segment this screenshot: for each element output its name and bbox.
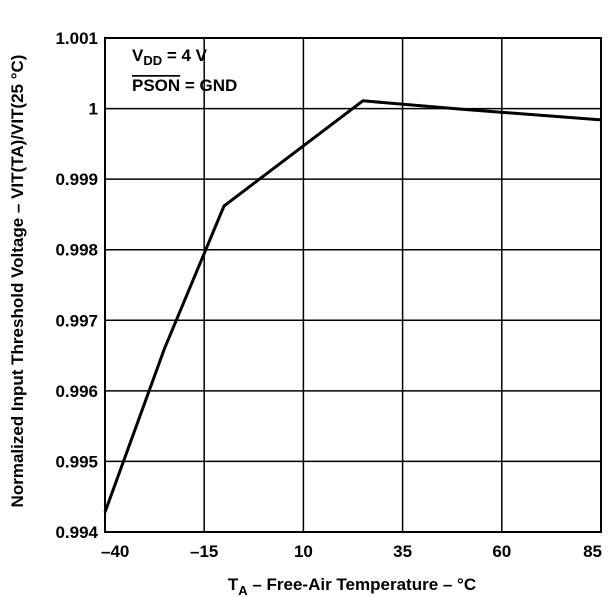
grid	[104, 37, 602, 533]
series-line	[103, 99, 602, 513]
y-axis-title: Normalized Input Threshold Voltage – VIT…	[8, 55, 27, 508]
y-tick-labels: 0.994 0.995 0.996 0.997 0.998 0.999 1 1.001	[55, 29, 98, 542]
x-axis-title: TA – Free-Air Temperature – °C	[228, 575, 476, 597]
x-tick-label: 85	[583, 542, 602, 561]
y-tick-label: 0.999	[55, 170, 98, 189]
x-tick-label: 10	[294, 542, 313, 561]
x-axis-title-main: T	[228, 575, 239, 594]
x-tick-label: 60	[492, 542, 511, 561]
annotation-pson: PSON = GND	[132, 76, 237, 95]
annotation-vdd-main: V	[132, 46, 144, 65]
x-tick-label: –40	[101, 542, 129, 561]
y-tick-label: 0.995	[55, 452, 98, 471]
annotation-vdd-rest: = 4 V	[162, 46, 208, 65]
annotation-pson-rest: = GND	[180, 76, 237, 95]
y-tick-label: 0.998	[55, 241, 98, 260]
y-tick-label: 0.996	[55, 382, 98, 401]
y-tick-label: 1	[89, 100, 98, 119]
x-axis-title-sub: A	[238, 583, 248, 597]
annotation-vdd-sub: DD	[143, 53, 162, 68]
annotation-vdd: VDD = 4 V	[132, 46, 208, 68]
x-tick-labels: –40 –15 10 35 60 85	[101, 542, 602, 561]
x-axis-title-rest: – Free-Air Temperature – °C	[248, 575, 477, 594]
y-tick-label: 1.001	[55, 29, 98, 48]
x-tick-label: –15	[190, 542, 218, 561]
annotation-pson-overline: PSON	[132, 76, 180, 95]
y-tick-label: 0.994	[55, 523, 98, 542]
plot-frame	[104, 37, 602, 533]
x-tick-label: 35	[393, 542, 412, 561]
y-tick-label: 0.997	[55, 311, 98, 330]
